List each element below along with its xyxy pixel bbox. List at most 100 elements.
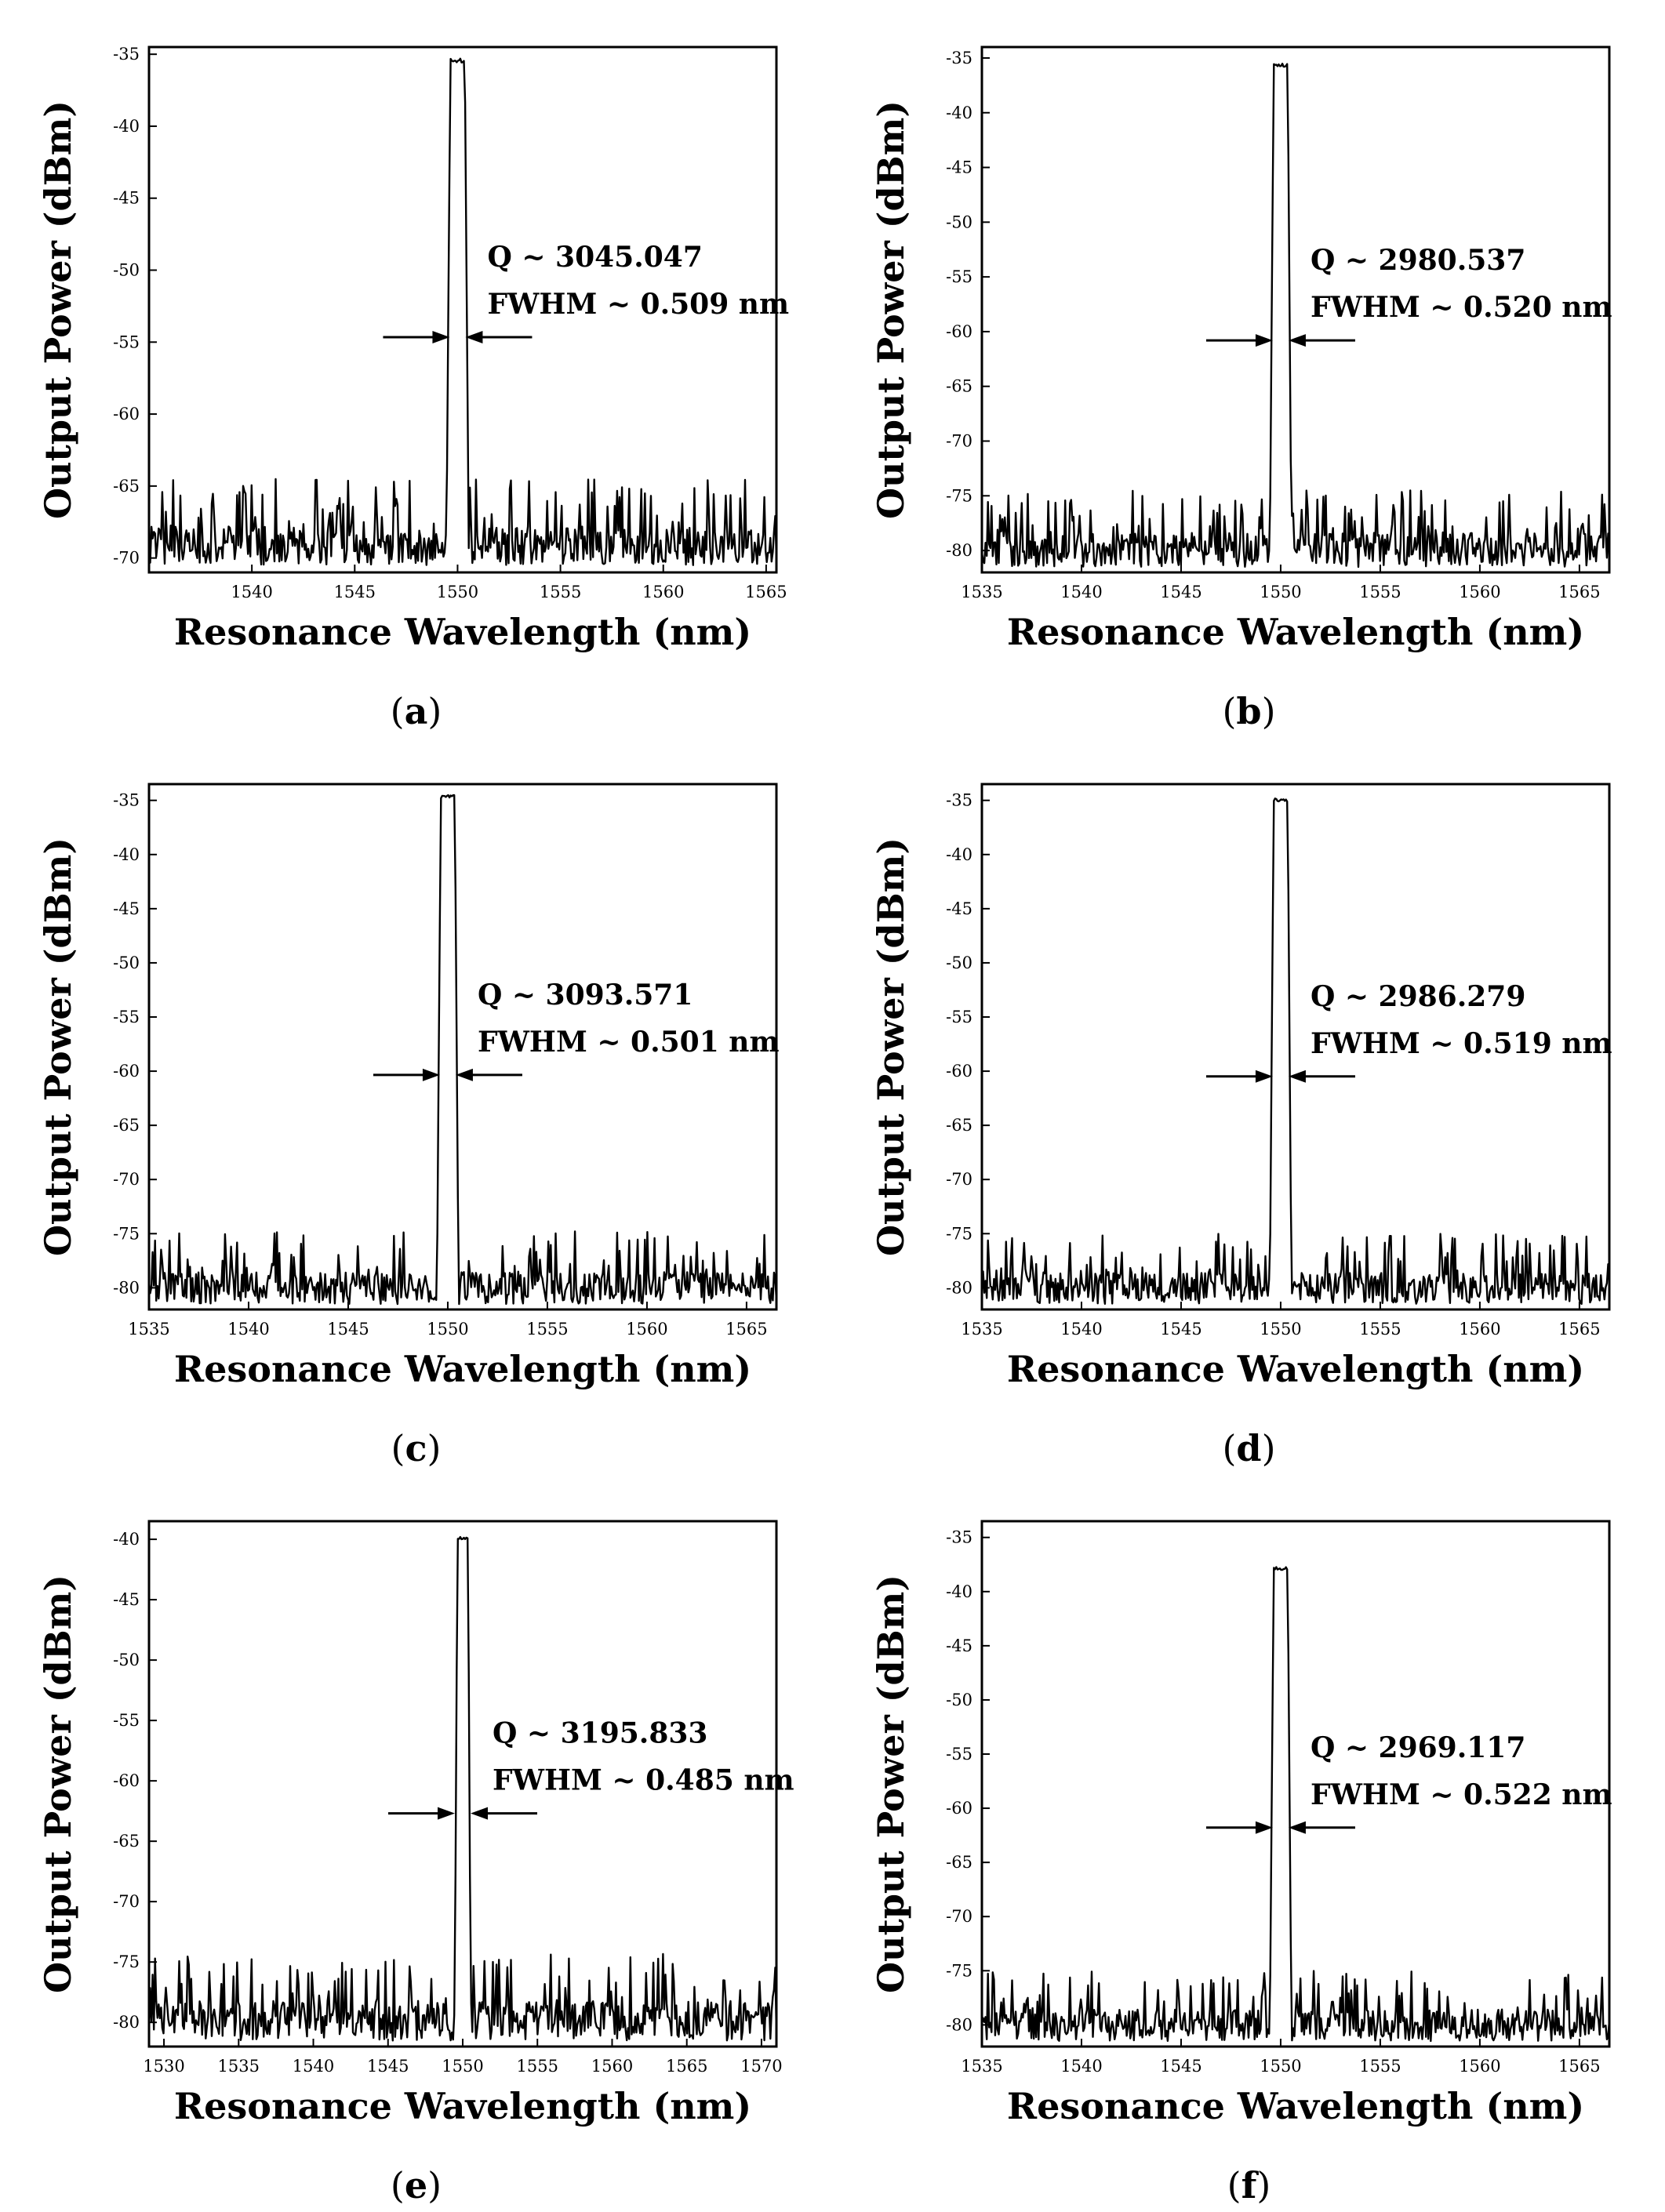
x-tick-label: 1555	[517, 2057, 558, 2076]
spectrum-series	[980, 62, 1611, 568]
fwhm-arrow-left-head	[432, 331, 450, 344]
y-tick-label: -65	[946, 377, 972, 396]
y-tick-label: -35	[946, 49, 972, 67]
y-tick-label: -75	[946, 1961, 972, 1980]
panel-d: -80 -75 -70 -65 -60 -55 -50 -45 -40 -35 1535 1540 15…	[833, 737, 1665, 1474]
x-tick-label: 1565	[725, 1320, 767, 1338]
q-factor-label: Q ~ 3045.047	[487, 241, 702, 274]
x-tick-label: 1535	[961, 583, 1002, 601]
chart-a: -70 -65 -60 -55 -50 -45 -40 -35 1540 1545 1550 1555…	[37, 45, 789, 653]
spectrum-series	[980, 1566, 1611, 2043]
x-tick-label: 1545	[367, 2057, 409, 2076]
y-tick-label: -40	[113, 845, 140, 864]
y-tick-label: -40	[946, 1582, 972, 1601]
x-tick-label: 1560	[626, 1320, 667, 1338]
y-tick-label: -70	[113, 549, 140, 568]
spectrum-series	[981, 797, 1611, 1306]
y-tick-label: -60	[113, 1062, 140, 1081]
y-tick-label: -60	[113, 405, 140, 423]
x-tick-label: 1555	[526, 1320, 568, 1338]
y-tick-label: -60	[946, 322, 972, 341]
x-tick-label: 1550	[427, 1320, 468, 1338]
x-tick-label: 1550	[1260, 1320, 1301, 1338]
fwhm-label: FWHM ~ 0.519 nm	[1311, 1027, 1612, 1060]
panel-e: -80 -75 -70 -65 -60 -55 -50 -45 -40 1530 1535 1540 1…	[0, 1474, 832, 2211]
fwhm-label: FWHM ~ 0.520 nm	[1311, 291, 1612, 324]
y-axis-title: Output Power (dBm)	[37, 100, 79, 519]
caption-f: (f)	[1227, 2164, 1271, 2207]
x-tick-label: 1565	[666, 2057, 707, 2076]
fwhm-arrow-left-head	[1255, 1070, 1273, 1083]
x-tick-label: 1540	[1060, 1320, 1102, 1338]
x-tick-label: 1555	[1359, 1320, 1401, 1338]
y-tick-label: -40	[946, 845, 972, 864]
y-tick-label: -75	[113, 1224, 140, 1243]
y-tick-label: -45	[946, 158, 972, 177]
y-tick-label: -55	[113, 1008, 140, 1026]
y-tick-label: -65	[946, 1853, 972, 1872]
y-tick-label: -65	[113, 1832, 140, 1851]
x-tick-label: 1560	[1459, 2057, 1500, 2076]
x-tick-label: 1545	[1160, 1320, 1201, 1338]
plot-frame	[980, 45, 1611, 574]
y-tick-label: -60	[113, 1771, 140, 1790]
chart-e: -80 -75 -70 -65 -60 -55 -50 -45 -40 1530 1535 1540 1…	[37, 1520, 794, 2127]
y-tick-label: -75	[946, 486, 972, 505]
y-axis-title: Output Power (dBm)	[870, 837, 912, 1256]
x-tick-label: 1565	[1558, 583, 1600, 601]
caption-e: (e)	[390, 2164, 442, 2207]
x-axis-title: Resonance Wavelength (nm)	[1007, 2085, 1584, 2127]
y-tick-label: -70	[946, 1170, 972, 1189]
fwhm-label: FWHM ~ 0.509 nm	[487, 288, 789, 321]
y-tick-label: -75	[946, 1224, 972, 1243]
x-tick-label: 1540	[1060, 2057, 1102, 2076]
spectrum-series	[147, 794, 778, 1306]
x-axis-title: Resonance Wavelength (nm)	[1007, 1348, 1584, 1390]
fwhm-arrow-left-head	[1255, 1821, 1273, 1834]
x-tick-label: 1560	[1459, 583, 1500, 601]
y-tick-label: -40	[113, 117, 140, 136]
y-tick-label: -40	[946, 104, 972, 122]
y-tick-label: -40	[113, 1530, 140, 1549]
y-tick-label: -55	[113, 332, 140, 351]
x-tick-label: 1550	[1260, 2057, 1301, 2076]
x-tick-label: 1545	[1160, 2057, 1201, 2076]
q-factor-label: Q ~ 2986.279	[1311, 980, 1525, 1013]
spectrum-series	[147, 57, 778, 566]
x-tick-label: 1555	[1359, 583, 1401, 601]
y-tick-label: -35	[113, 45, 140, 64]
panel-a: -70 -65 -60 -55 -50 -45 -40 -35 1540 1545 1550 1555…	[0, 0, 832, 737]
fwhm-label: FWHM ~ 0.501 nm	[478, 1026, 780, 1059]
x-tick-label: 1550	[437, 583, 478, 601]
x-tick-label: 1560	[1459, 1320, 1500, 1338]
y-tick-label: -55	[946, 1008, 972, 1026]
y-tick-label: -70	[946, 432, 972, 451]
x-tick-label: 1535	[961, 2057, 1002, 2076]
x-tick-label: 1560	[591, 2057, 633, 2076]
caption-c: (c)	[391, 1427, 442, 1469]
x-tick-label: 1540	[231, 583, 272, 601]
y-tick-label: -50	[113, 1651, 140, 1669]
y-tick-label: -55	[946, 1745, 972, 1763]
spectrum-series	[147, 1535, 778, 2042]
x-tick-label: 1540	[1060, 583, 1102, 601]
y-tick-label: -60	[946, 1062, 972, 1081]
q-factor-label: Q ~ 3195.833	[493, 1717, 707, 1750]
fwhm-arrow-right-head	[471, 1807, 488, 1820]
chart-c: -80 -75 -70 -65 -60 -55 -50 -45 -40 -35 1535 1540 15…	[37, 783, 780, 1390]
y-tick-label: -70	[946, 1907, 972, 1926]
y-axis-title: Output Power (dBm)	[37, 1575, 79, 1993]
y-tick-label: -70	[113, 1892, 140, 1911]
chart-f: -80 -75 -70 -65 -60 -55 -50 -45 -40 -35 1535 1540 15…	[870, 1520, 1612, 2127]
x-tick-label: 1560	[642, 583, 684, 601]
panel-b: -80 -75 -70 -65 -60 -55 -50 -45 -40 -35 1535 1540 15…	[833, 0, 1665, 737]
x-tick-label: 1550	[1260, 583, 1301, 601]
fwhm-arrow-right-head	[465, 331, 483, 344]
x-axis-title: Resonance Wavelength (nm)	[174, 2085, 751, 2127]
y-tick-label: -65	[113, 1116, 140, 1135]
y-tick-label: -50	[946, 953, 972, 972]
y-tick-label: -50	[946, 212, 972, 231]
x-tick-label: 1565	[1558, 2057, 1600, 2076]
plot-frame	[980, 1520, 1611, 2048]
